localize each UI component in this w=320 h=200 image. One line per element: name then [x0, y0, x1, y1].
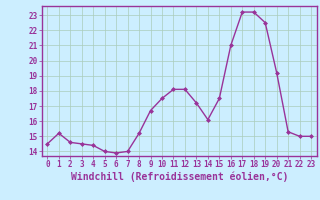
- X-axis label: Windchill (Refroidissement éolien,°C): Windchill (Refroidissement éolien,°C): [70, 172, 288, 182]
